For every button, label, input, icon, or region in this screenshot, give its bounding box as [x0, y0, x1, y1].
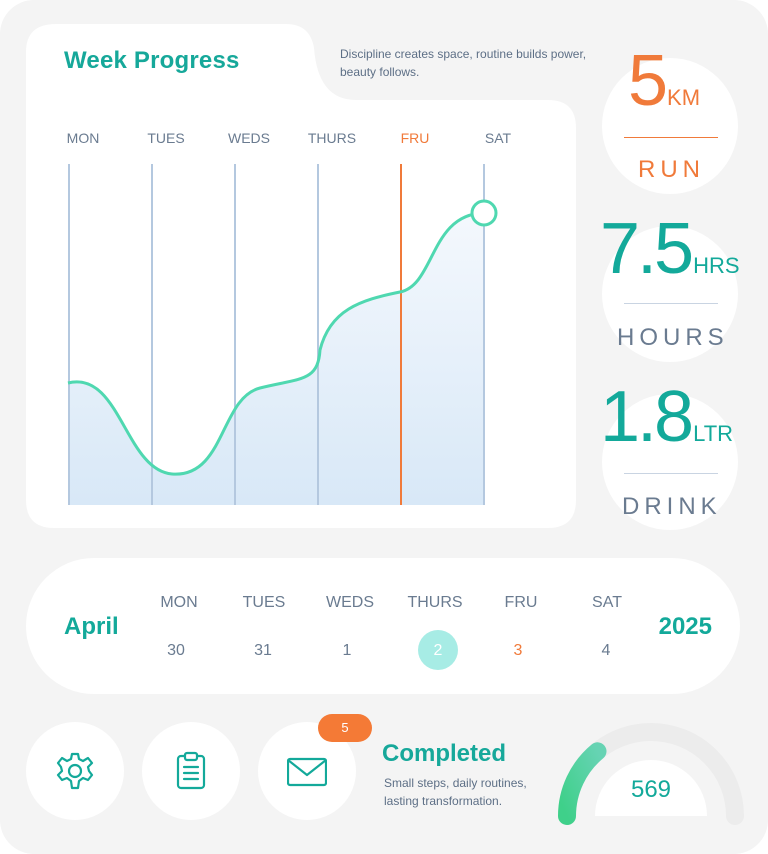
- chart-day-weds: WEDS: [228, 130, 270, 146]
- chart-day-sat: SAT: [484, 130, 512, 146]
- gear-icon: [56, 752, 94, 790]
- tasks-button[interactable]: [142, 722, 240, 820]
- calendar-strip: April 2025 MON TUES WEDS THURS FRU SAT 3…: [26, 558, 740, 694]
- calendar-year: 2025: [658, 613, 712, 640]
- completed-title: Completed: [382, 740, 507, 767]
- chart-day-fru: FRU: [400, 130, 430, 146]
- stat-drink-divider: [624, 473, 718, 474]
- chart-day-thurs: THURS: [307, 130, 357, 146]
- mail-icon: [287, 757, 327, 787]
- week-progress-card: Week Progress Discipline creates space, …: [26, 24, 587, 528]
- stat-drink-unit: LTR: [693, 421, 734, 446]
- calendar-day-name-thurs: THURS: [407, 594, 463, 611]
- stat-drink-circle: [602, 394, 738, 530]
- progress-end-point[interactable]: [470, 199, 498, 227]
- calendar-date-30[interactable]: 30: [167, 642, 185, 659]
- completed-text: Small steps, daily routines, lasting tra…: [384, 776, 527, 808]
- progress-curve: [67, 211, 485, 476]
- calendar-date-3[interactable]: 3: [513, 642, 523, 659]
- stat-hours-unit: HRS: [693, 253, 740, 278]
- gauge-center: [595, 760, 707, 816]
- messages-count-badge: 5: [318, 714, 372, 742]
- stat-drink-name: DRINK: [622, 493, 722, 520]
- clipboard-icon: [176, 751, 206, 790]
- chart-day-tues: TUES: [147, 130, 185, 146]
- calendar-day-name-tues: TUES: [242, 594, 286, 611]
- stat-hours-name: HOURS: [617, 324, 729, 351]
- stat-drink-value: 1.8: [600, 377, 694, 457]
- calendar-month: April: [64, 613, 119, 640]
- stat-run-divider: [624, 137, 718, 138]
- calendar-day-name-weds: WEDS: [326, 594, 374, 611]
- calendar-day-name-mon: MON: [160, 594, 198, 611]
- stat-run-unit: KM: [667, 85, 701, 110]
- week-progress-title: Week Progress: [64, 47, 240, 74]
- week-progress-chart: [67, 164, 498, 505]
- calendar-day-name-sat: SAT: [592, 594, 622, 611]
- chart-day-mon: MON: [66, 130, 100, 146]
- stat-hours-value-wrap: 7.5HRS: [600, 208, 768, 290]
- stat-hours-divider: [624, 303, 718, 304]
- stat-run-circle: [602, 58, 738, 194]
- gauge-fill: [558, 742, 607, 825]
- stat-run-name: RUN: [638, 156, 705, 183]
- calendar-date-1[interactable]: 1: [342, 642, 352, 659]
- stat-hours-circle: [602, 226, 738, 362]
- stat-hours-value: 7.5: [600, 209, 694, 289]
- completed-gauge: [558, 723, 744, 825]
- calendar-day-name-fru: FRU: [504, 594, 538, 611]
- calendar-date-4[interactable]: 4: [601, 642, 611, 659]
- stat-run-value: 5: [628, 41, 668, 121]
- calendar-selected-day-marker: [418, 630, 458, 670]
- calendar-date-31[interactable]: 31: [254, 642, 272, 659]
- stat-run-value-wrap: 5KM: [628, 40, 768, 122]
- settings-button[interactable]: [26, 722, 124, 820]
- week-quote: Discipline creates space, routine builds…: [340, 47, 587, 79]
- progress-area: [68, 213, 484, 505]
- completed-value: 569: [630, 776, 672, 803]
- stat-drink-value-wrap: 1.8LTR: [600, 376, 768, 458]
- calendar-date-2[interactable]: 2: [433, 642, 443, 659]
